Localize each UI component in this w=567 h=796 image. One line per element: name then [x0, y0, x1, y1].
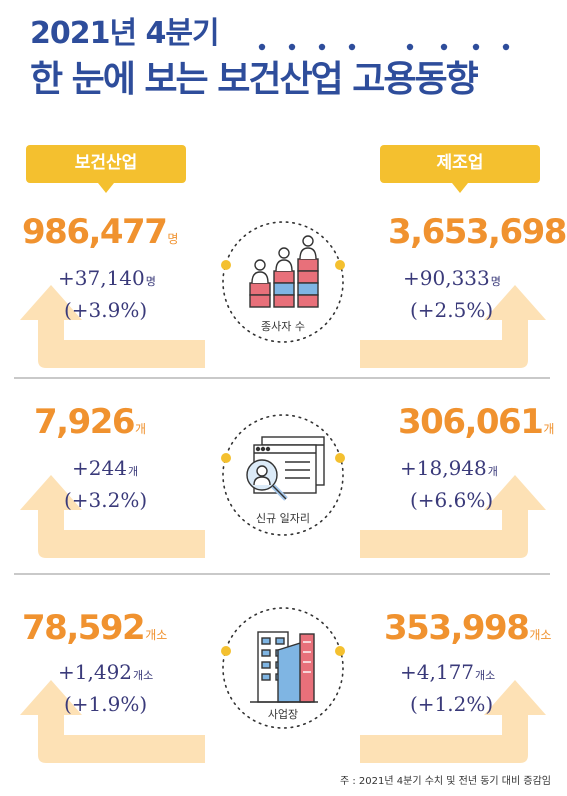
right-growth-arrow [360, 475, 546, 558]
section-divider [14, 377, 550, 379]
title-dots [258, 43, 510, 51]
buildings-icon [250, 631, 318, 703]
right-growth-arrow [360, 285, 546, 368]
page-title: 한 눈에 보는 보건산업 고용동향 [30, 59, 479, 100]
health-workplaces-change: +1,492개소 [58, 660, 154, 684]
column-banner-label: 보건산업 [74, 153, 138, 173]
mfg-employees-rate: (+2.5%) [410, 298, 494, 322]
mfg-jobs-rate: (+6.6%) [410, 488, 494, 512]
section-label-new-jobs: 신규 일자리 [255, 512, 311, 525]
health-employees-value: 986,477명 [22, 212, 179, 252]
health-employees-rate: (+3.9%) [64, 298, 148, 322]
health-jobs-rate: (+3.2%) [64, 488, 148, 512]
dotted-circle [221, 607, 345, 729]
health-jobs-change: +244개 [72, 456, 139, 480]
health-jobs-value: 7,926개 [34, 402, 147, 442]
section-divider [14, 573, 550, 575]
left-growth-arrow [20, 680, 205, 763]
right-growth-arrow [360, 680, 546, 763]
mfg-jobs-value: 306,061개 [398, 402, 555, 442]
mfg-employees-change: +90,333명 [403, 266, 501, 290]
mfg-workplaces-value: 353,998개소 [384, 608, 552, 648]
dotted-circle [221, 221, 345, 343]
section-label-workplaces: 사업장 [267, 708, 299, 721]
mfg-workplaces-change: +4,177개소 [400, 660, 496, 684]
column-banner-health: 보건산업 [26, 145, 186, 193]
section-label-employees: 종사자 수 [261, 320, 305, 333]
health-employees-change: +37,140명 [58, 266, 156, 290]
footnote: 주 : 2021년 4분기 수치 및 전년 동기 대비 증감임 [340, 776, 551, 787]
health-workplaces-value: 78,592개소 [22, 608, 168, 648]
health-workplaces-rate: (+1.9%) [64, 692, 148, 716]
column-banner-manufacturing: 제조업 [380, 145, 540, 193]
job-search-icon [246, 436, 325, 501]
mfg-workplaces-rate: (+1.2%) [410, 692, 494, 716]
page-subtitle: 2021년 4분기 [30, 16, 220, 51]
people-chart-icon [249, 235, 319, 308]
dotted-circle [221, 414, 345, 536]
left-growth-arrow [20, 285, 205, 368]
mfg-employees-value: 3,653,698명 [388, 212, 567, 252]
mfg-jobs-change: +18,948개 [400, 456, 498, 480]
left-growth-arrow [20, 475, 205, 558]
column-banner-label: 제조업 [436, 153, 484, 173]
